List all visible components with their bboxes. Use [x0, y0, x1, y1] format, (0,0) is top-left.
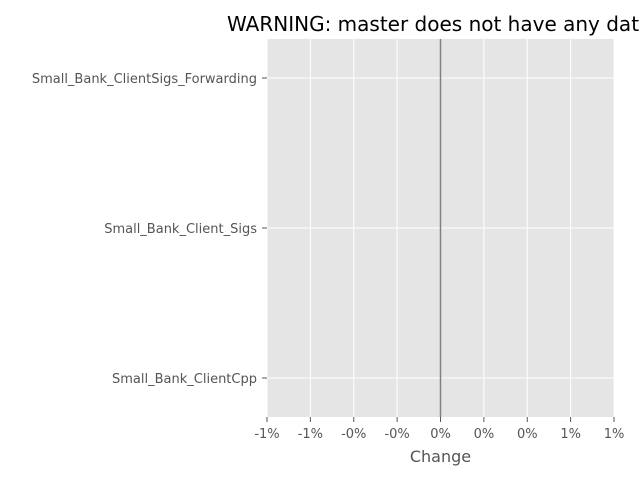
x-tick-label: 0% [517, 427, 538, 442]
x-tick-label: 1% [604, 427, 625, 442]
x-tick-label: -1% [298, 427, 323, 442]
x-axis-label: Change [410, 447, 471, 466]
x-tick-labels: -1% -1% -0% -0% 0% 0% 0% 1% 1% [254, 427, 624, 442]
x-tick-label: -1% [254, 427, 279, 442]
x-tick-marks [266, 417, 615, 422]
x-tick-label: 1% [560, 427, 581, 442]
x-tick-label: -0% [341, 427, 366, 442]
y-tick-marks [262, 77, 267, 379]
x-tick-label: -0% [384, 427, 409, 442]
y-tick-label: Small_Bank_Client_Sigs [104, 222, 257, 237]
y-tick-label: Small_Bank_ClientSigs_Forwarding [32, 72, 257, 87]
x-tick-label: 0% [430, 427, 451, 442]
y-tick-label: Small_Bank_ClientCpp [112, 372, 257, 387]
y-tick-labels: Small_Bank_ClientSigs_Forwarding Small_Ba… [32, 72, 257, 387]
chart-title: WARNING: master does not have any data [227, 12, 640, 36]
x-tick-label: 0% [474, 427, 495, 442]
